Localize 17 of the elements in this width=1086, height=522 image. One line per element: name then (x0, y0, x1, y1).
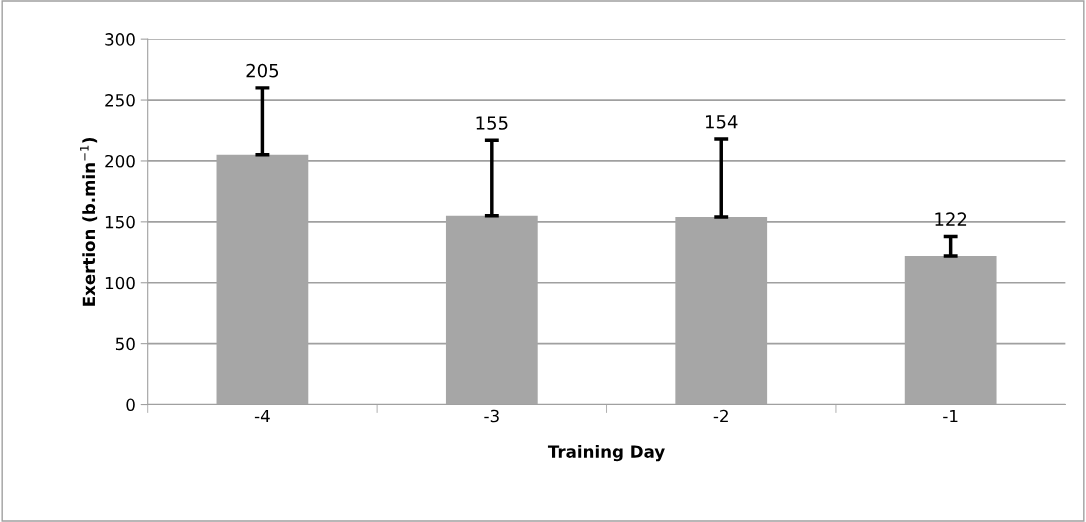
y-tick-label: 250 (105, 94, 135, 107)
y-tick-label: 100 (105, 276, 135, 290)
y-axis-title: Exertion (b.min$^{−1}$) (80, 137, 98, 306)
y-tick-label: 150 (105, 215, 135, 229)
x-axis-title: Training Day (547, 444, 665, 462)
x-tick-label: -2 (713, 409, 728, 423)
y-tick-label: 0 (126, 398, 135, 412)
annotation: 205 (246, 63, 279, 78)
x-tick-label: -4 (254, 409, 270, 423)
annotation: 155 (476, 116, 508, 130)
y-tick-label: 50 (115, 337, 135, 351)
y-tick-label: 300 (105, 33, 135, 46)
annotation: 122 (935, 212, 967, 226)
y-tick-label: 200 (105, 154, 135, 168)
x-tick-label: -1 (943, 409, 958, 423)
x-tick-label: -3 (484, 409, 499, 423)
annotation: 154 (705, 115, 738, 129)
